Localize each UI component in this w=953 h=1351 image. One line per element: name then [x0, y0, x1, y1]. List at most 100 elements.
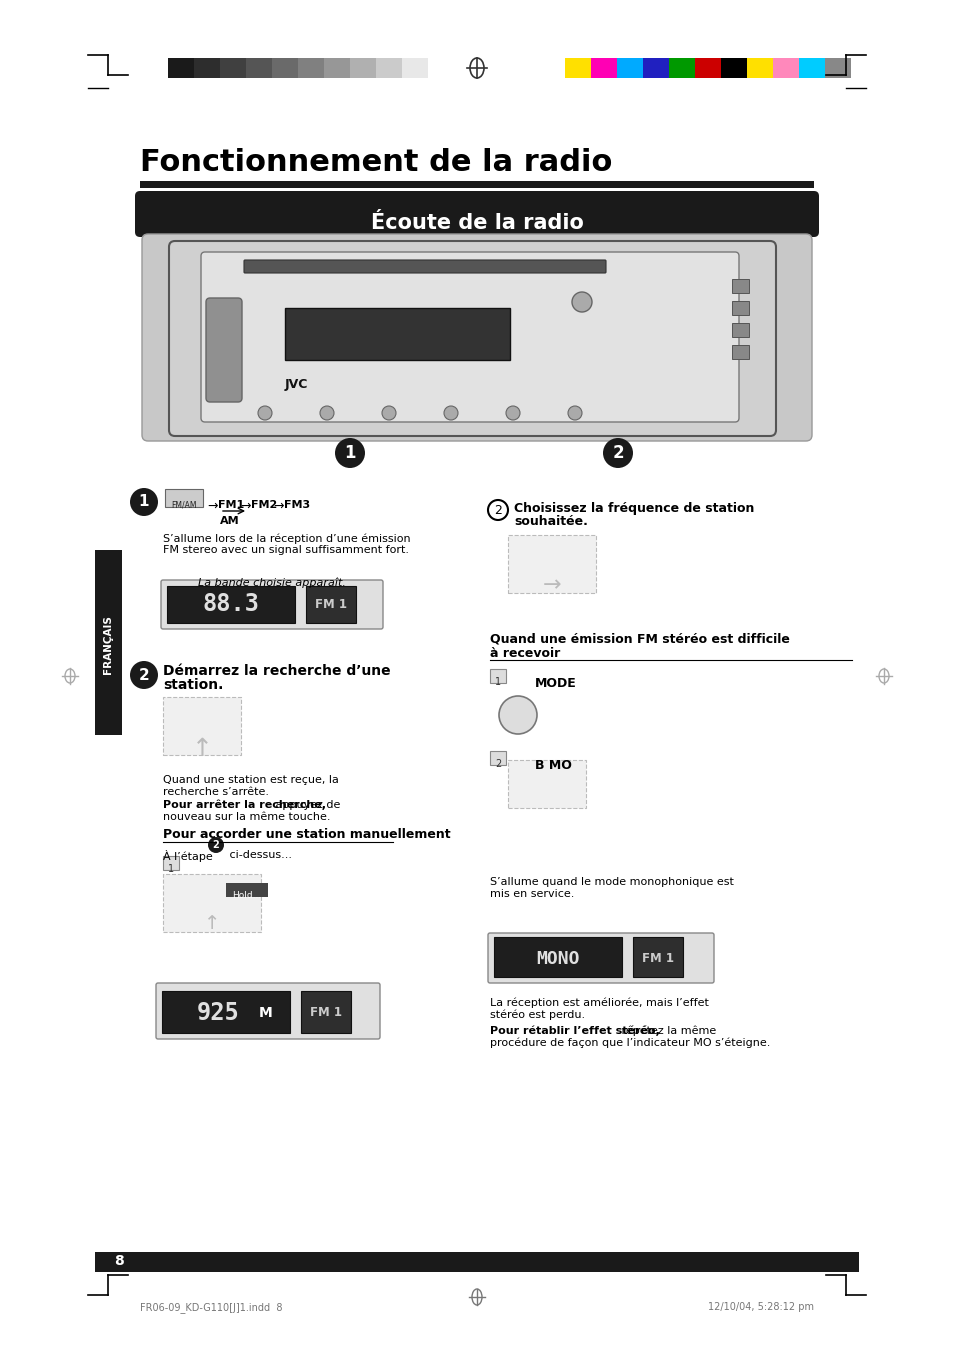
Circle shape [130, 488, 158, 516]
FancyBboxPatch shape [142, 234, 811, 440]
Bar [617, 58, 642, 78]
Circle shape [381, 407, 395, 420]
Bar [167, 586, 294, 623]
Text: 1: 1 [495, 677, 500, 688]
Text: ↑: ↑ [192, 738, 213, 761]
Bar [401, 58, 428, 78]
Text: FR06-09_KD-G110[J]1.indd  8: FR06-09_KD-G110[J]1.indd 8 [140, 1302, 282, 1313]
Bar [375, 58, 401, 78]
Text: Pour accorder une station manuellement: Pour accorder une station manuellement [163, 828, 450, 842]
Text: ↑: ↑ [204, 915, 220, 934]
Text: Quand une station est reçue, la: Quand une station est reçue, la [163, 775, 338, 785]
Circle shape [498, 696, 537, 734]
Bar [490, 751, 505, 765]
Circle shape [443, 407, 457, 420]
Text: Fonctionnement de la radio: Fonctionnement de la radio [140, 149, 612, 177]
Bar [590, 58, 617, 78]
Text: 1: 1 [344, 444, 355, 462]
Text: 2: 2 [213, 840, 219, 850]
Text: FM 1: FM 1 [310, 1006, 341, 1020]
Bar [772, 58, 799, 78]
Text: B MO: B MO [535, 759, 571, 771]
Text: Pour rétablir l’effet stéréo,: Pour rétablir l’effet stéréo, [490, 1025, 659, 1035]
Bar [163, 874, 261, 932]
Text: FRANÇAIS: FRANÇAIS [103, 616, 112, 674]
Text: Écoute de la radio: Écoute de la radio [370, 213, 583, 232]
Text: →: → [273, 500, 283, 513]
Circle shape [335, 438, 365, 467]
Text: 8: 8 [113, 1254, 124, 1269]
Text: 925: 925 [196, 1001, 239, 1025]
Bar [746, 58, 772, 78]
Circle shape [505, 407, 519, 420]
Text: S’allume quand le mode monophonique est: S’allume quand le mode monophonique est [490, 877, 733, 888]
Text: à recevoir: à recevoir [490, 647, 559, 661]
Bar [507, 535, 596, 593]
FancyBboxPatch shape [244, 259, 605, 273]
Text: 1: 1 [138, 494, 149, 509]
Text: nouveau sur la même touche.: nouveau sur la même touche. [163, 812, 330, 821]
Bar [428, 58, 454, 78]
Bar [220, 58, 246, 78]
Bar [95, 1252, 858, 1273]
Bar [162, 992, 290, 1034]
Text: appuyez de: appuyez de [272, 800, 340, 811]
Bar [490, 669, 505, 684]
Bar [695, 58, 720, 78]
Bar [350, 58, 375, 78]
Circle shape [130, 661, 158, 689]
Text: FM 1: FM 1 [641, 952, 673, 966]
Bar [564, 58, 590, 78]
Bar [95, 550, 122, 735]
Text: FM1: FM1 [218, 500, 244, 509]
Text: ci-dessus...: ci-dessus... [226, 850, 292, 861]
Bar [642, 58, 668, 78]
Bar [140, 181, 813, 188]
Text: Quand une émission FM stéréo est difficile: Quand une émission FM stéréo est diffici… [490, 634, 789, 646]
Text: 2: 2 [138, 667, 150, 682]
Text: Pour arrêter la recherche,: Pour arrêter la recherche, [163, 800, 326, 811]
FancyBboxPatch shape [201, 253, 739, 422]
Bar [272, 58, 297, 78]
Text: 1: 1 [168, 865, 173, 874]
FancyBboxPatch shape [161, 580, 382, 630]
Bar [668, 58, 695, 78]
Text: 2: 2 [495, 759, 500, 769]
Bar [163, 697, 241, 755]
FancyBboxPatch shape [156, 984, 379, 1039]
Text: FM2: FM2 [251, 500, 277, 509]
Bar [731, 280, 748, 293]
Bar [168, 58, 193, 78]
Text: FM/AM: FM/AM [172, 500, 196, 509]
FancyBboxPatch shape [206, 299, 242, 403]
Text: mis en service.: mis en service. [490, 889, 574, 898]
Bar [297, 58, 324, 78]
Text: À l’étape: À l’étape [163, 850, 213, 862]
Text: S’allume lors de la réception d’une émission: S’allume lors de la réception d’une émis… [163, 534, 410, 543]
Circle shape [572, 292, 592, 312]
Text: La bande choisie apparaît.: La bande choisie apparaît. [198, 578, 346, 589]
Text: →: → [207, 500, 217, 513]
Bar [246, 58, 272, 78]
Circle shape [319, 407, 334, 420]
Text: 2: 2 [612, 444, 623, 462]
Bar [731, 301, 748, 315]
Text: M: M [259, 1006, 273, 1020]
Bar [494, 938, 621, 977]
Bar [731, 345, 748, 359]
Bar [507, 761, 585, 808]
Bar [306, 586, 355, 623]
Bar [731, 323, 748, 336]
Circle shape [257, 407, 272, 420]
Text: FM 1: FM 1 [314, 597, 347, 611]
Circle shape [208, 838, 224, 852]
Bar [226, 884, 268, 897]
Bar [301, 992, 351, 1034]
Bar [633, 938, 682, 977]
Text: 88.3: 88.3 [202, 592, 259, 616]
Text: La réception est améliorée, mais l’effet: La réception est améliorée, mais l’effet [490, 997, 708, 1008]
Bar [824, 58, 850, 78]
Text: répétez la même: répétez la même [618, 1025, 716, 1035]
Text: FM3: FM3 [284, 500, 310, 509]
Text: →: → [240, 500, 251, 513]
